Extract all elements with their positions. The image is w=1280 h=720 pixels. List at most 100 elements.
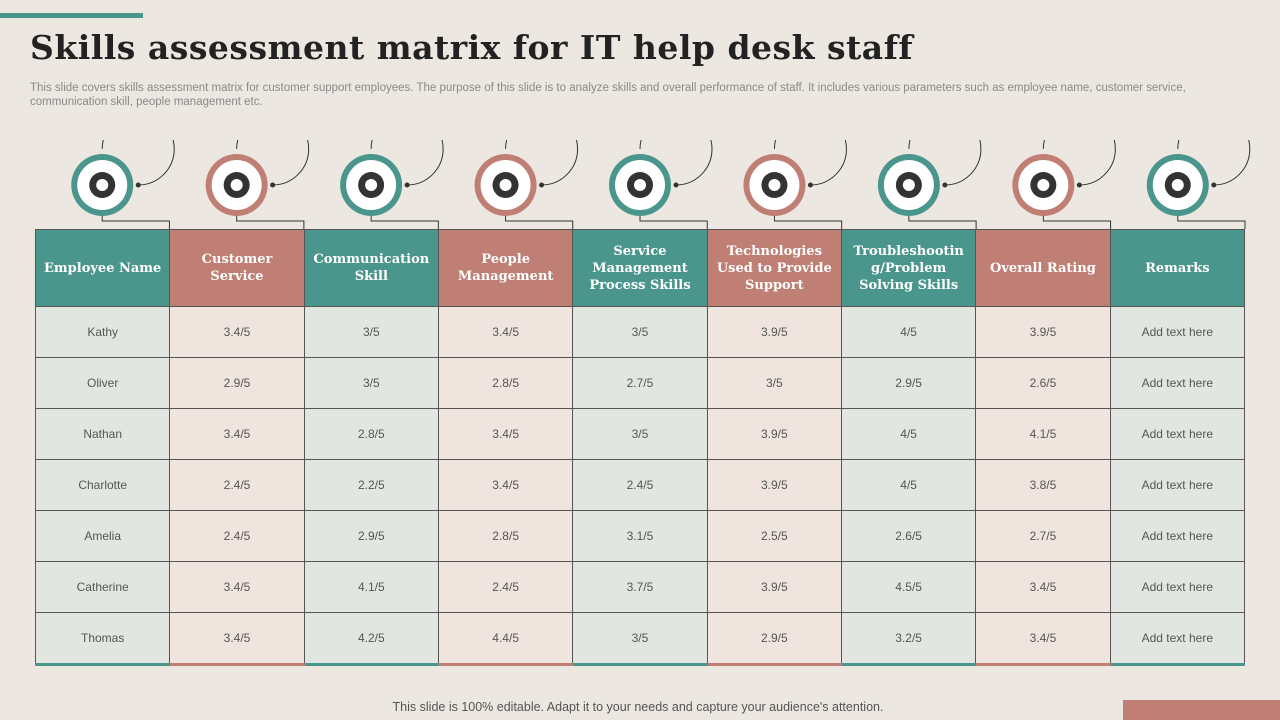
table-row: Kathy 3.4/5 3/5 3.4/5 3/5 3.9/5 4/5 3.9/5 Add te… [34, 306, 1246, 358]
cell: 2.9/5 [706, 612, 842, 666]
connector [1177, 216, 1246, 229]
cell: 3/5 [572, 612, 708, 666]
icon-glyph-inner [96, 179, 109, 191]
connector [236, 216, 305, 229]
cell: 2.8/5 [437, 357, 574, 409]
cell: 3.4/5 [169, 561, 305, 613]
cell: 3.9/5 [706, 408, 842, 460]
connector [908, 216, 977, 229]
cell: 2.7/5 [572, 357, 708, 409]
icon-dot [1076, 182, 1082, 188]
icon-dot [942, 182, 948, 188]
table-row: Nathan 3.4/5 2.8/5 3.4/5 3/5 3.9/5 4/5 4.1/5 Add… [34, 408, 1246, 460]
cell: 4.4/5 [437, 612, 574, 666]
cell: 4.5/5 [840, 561, 977, 613]
cell: 4.2/5 [303, 612, 439, 666]
connector [1042, 216, 1112, 229]
icon-dot [404, 182, 410, 188]
cell: 4.1/5 [975, 408, 1111, 460]
footer: This slide is 100% editable. Adapt it to… [392, 700, 884, 714]
corner-bar [1123, 700, 1280, 720]
cell: Add text here [1109, 459, 1246, 511]
cell: 3/5 [303, 306, 439, 358]
skills-table: Employee Name Customer Service Communicati… [34, 229, 1246, 666]
table-row: Catherine 3.4/5 4.1/5 2.4/5 3.7/5 3.9/5 4.5/5 3… [34, 561, 1246, 613]
icon-arc [101, 140, 175, 186]
employee-name: Nathan [34, 408, 171, 460]
cell: 2.4/5 [169, 459, 305, 511]
cell: 2.4/5 [437, 561, 574, 613]
cell: 4/5 [840, 306, 977, 358]
cell: 3.4/5 [975, 612, 1111, 666]
cell: 2.9/5 [169, 357, 305, 409]
table-row: Charlotte 2.4/5 2.2/5 3.4/5 2.4/5 3.9/5 4/5 3.8… [34, 459, 1246, 511]
column-header: Customer Service [169, 229, 305, 307]
cell: 2.8/5 [303, 408, 439, 460]
cell: 3.4/5 [169, 612, 305, 666]
cell: 3.9/5 [706, 561, 842, 613]
cell: 2.4/5 [572, 459, 708, 511]
icon-dot [270, 182, 276, 188]
icon-arc [1042, 140, 1116, 186]
cell: 3.4/5 [437, 459, 574, 511]
accent-bar [0, 13, 143, 18]
icon-arc [370, 140, 444, 186]
cell: 3/5 [572, 408, 708, 460]
employee-name: Charlotte [34, 459, 171, 511]
cell: Add text here [1109, 357, 1246, 409]
cell: 3/5 [706, 357, 842, 409]
title: Skills assessment matrix for IT help des… [30, 28, 914, 67]
cell: 2.5/5 [706, 510, 842, 562]
icon-arc [773, 140, 847, 186]
icon-glyph-inner [902, 179, 915, 191]
cell: 3.4/5 [169, 408, 305, 460]
connector [505, 216, 574, 229]
icon-glyph-inner [634, 179, 646, 191]
icon-glyph-inner [1171, 179, 1184, 191]
cell: 3/5 [303, 357, 439, 409]
employee-name: Thomas [34, 612, 171, 666]
cell: 3.4/5 [169, 306, 305, 358]
cell: 2.8/5 [437, 510, 574, 562]
icon-arc [639, 140, 713, 186]
cell: 2.6/5 [975, 357, 1111, 409]
connector [773, 216, 843, 229]
cell: 3.9/5 [975, 306, 1111, 358]
employee-name: Amelia [34, 510, 171, 562]
cell: 3.9/5 [706, 306, 842, 358]
icon-dot [673, 182, 679, 188]
cell: 3.2/5 [840, 612, 977, 666]
description: This slide covers skills assessment matr… [30, 82, 1186, 108]
icon-glyph-inner [365, 179, 378, 191]
cell: 3.9/5 [706, 459, 842, 511]
connector [639, 216, 708, 229]
cell: 2.9/5 [303, 510, 439, 562]
employee-name: Oliver [34, 357, 171, 409]
icon-row [71, 140, 1251, 229]
icon-dot [539, 182, 545, 188]
column-header: Employee Name [34, 229, 171, 307]
cell: 3.4/5 [437, 408, 574, 460]
connector [370, 216, 439, 229]
cell: 3.1/5 [572, 510, 708, 562]
employee-name: Catherine [34, 561, 171, 613]
column-header: Troubleshootin g/Problem Solving Skills [840, 229, 977, 307]
cell: 3.8/5 [975, 459, 1111, 511]
icon-glyph-inner [768, 179, 781, 191]
cell: Add text here [1109, 510, 1246, 562]
cell: 2.7/5 [975, 510, 1111, 562]
icon-arc [505, 140, 579, 186]
cell: 2.4/5 [169, 510, 305, 562]
icon-dot [135, 182, 141, 188]
cell: 4/5 [840, 459, 977, 511]
cell: 2.6/5 [840, 510, 977, 562]
icon-glyph-inner [1037, 179, 1050, 191]
cell: 4.1/5 [303, 561, 439, 613]
column-header: Communication Skill [303, 229, 439, 307]
cell: 2.2/5 [303, 459, 439, 511]
column-header: Remarks [1109, 229, 1246, 307]
table-row: Thomas 3.4/5 4.2/5 4.4/5 3/5 2.9/5 3.2/5 3.4/5 A… [34, 612, 1246, 666]
icon-dot [807, 182, 813, 188]
table-row: Amelia 2.4/5 2.9/5 2.8/5 3.1/5 2.5/5 2.6/5 2.7/… [34, 510, 1246, 562]
